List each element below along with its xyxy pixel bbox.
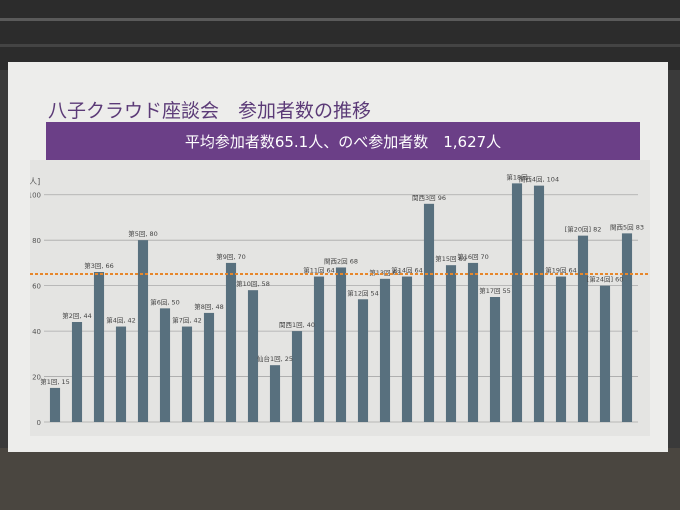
summary-banner: 平均参加者数65.1人、のべ参加者数 1,627人	[46, 122, 640, 162]
bar	[71, 322, 83, 422]
bar	[291, 331, 303, 422]
bar	[203, 312, 215, 422]
floor	[0, 448, 680, 510]
bar	[445, 265, 457, 422]
summary-banner-text: 平均参加者数65.1人、のべ参加者数 1,627人	[184, 133, 502, 151]
y-tick-label: 60	[32, 283, 41, 291]
bar-data-label: 仙台1回, 25	[257, 354, 293, 363]
bar-data-label: 第7回, 42	[172, 316, 202, 325]
bar	[181, 326, 193, 422]
bar-data-label: 第5回, 80	[128, 229, 158, 238]
bar-data-label: 第10回, 58	[236, 279, 270, 288]
bar	[137, 240, 149, 422]
bar	[599, 285, 611, 422]
bar-data-label: 第3回, 66	[84, 261, 114, 270]
bar-data-label: 関西5回 83	[610, 223, 644, 231]
bar-data-label: 第17回 55	[479, 286, 511, 295]
bar	[335, 267, 347, 422]
slide-title: 八子クラウド座談会 参加者数の推移	[48, 100, 372, 122]
y-axis-label: [人]	[30, 177, 40, 186]
bar	[225, 262, 237, 422]
bar-data-label: 関西3回 96	[412, 194, 446, 202]
bar	[467, 262, 479, 422]
bar-data-label: 第19回 64	[545, 266, 577, 275]
bar	[555, 276, 567, 422]
bar-data-label: [第24回] 60	[587, 275, 624, 284]
bar	[313, 276, 325, 422]
bar-data-label: 第8回, 48	[194, 302, 224, 311]
bar-data-label: 関西2回 68	[324, 257, 358, 265]
bar	[511, 183, 523, 422]
bar	[269, 365, 281, 422]
bar	[533, 185, 545, 422]
bar	[247, 290, 259, 422]
bar-data-label: 関西4回, 104	[519, 176, 559, 184]
ceiling	[0, 0, 680, 70]
ceiling-beam	[0, 44, 680, 47]
bar-data-label: [第20回] 82	[565, 225, 602, 234]
bar	[379, 278, 391, 422]
bar	[159, 308, 171, 422]
bar-chart-svg: 第1回, 15 第2回, 44 第3回, 66 第4回, 42 第5回, 80 第6回, …	[26, 160, 650, 436]
bar-data-label: 第12回 54	[347, 288, 379, 297]
bar-data-label: 第18回	[506, 172, 527, 181]
bar	[423, 203, 435, 422]
bar	[621, 233, 633, 422]
ceiling-beam	[0, 18, 680, 21]
y-tick-label: 80	[32, 237, 41, 245]
bar-data-label: 第4回, 42	[106, 316, 136, 325]
bar	[357, 299, 369, 422]
bar-data-label: 第2回, 44	[62, 311, 92, 320]
y-tick-label: 40	[32, 328, 41, 336]
y-tick-label: 20	[32, 374, 41, 382]
bar	[489, 297, 501, 422]
bar-data-label: 第11回 64	[303, 266, 335, 275]
bar	[115, 326, 127, 422]
bar	[49, 387, 61, 422]
bar-data-label: 第6回, 50	[150, 297, 180, 306]
bar	[577, 235, 589, 422]
bar-data-label: 関西1回, 40	[279, 321, 315, 329]
bar-data-label: 第1回, 15	[40, 377, 70, 386]
bar-data-label: 第9回, 70	[216, 252, 246, 261]
bar-data-label: 第13回 63	[369, 268, 401, 277]
bar-chart: 第1回, 15 第2回, 44 第3回, 66 第4回, 42 第5回, 80 第6回, …	[26, 160, 650, 436]
bar	[93, 272, 105, 422]
bar-data-label: 第16回 70	[457, 252, 489, 261]
y-tick-label: 100	[30, 192, 41, 200]
y-tick-label: 0	[37, 419, 41, 427]
bar	[401, 276, 413, 422]
bar-data-label: 第15回 69	[435, 254, 467, 263]
bar-data-label: 第14回 64	[391, 266, 423, 275]
